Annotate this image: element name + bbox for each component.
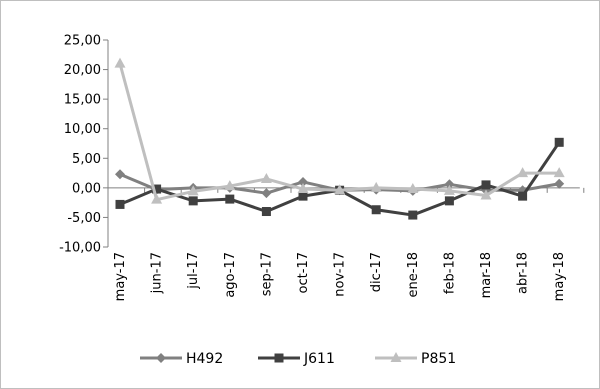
y-tick-label: 15,00 [64, 93, 101, 108]
data-point-j611 [554, 137, 564, 147]
data-point-p851 [224, 180, 236, 191]
y-tick-label: 5,00 [72, 152, 101, 167]
data-point-j611 [298, 191, 308, 201]
x-tick-label: feb-18 [442, 252, 457, 294]
y-tick-label: 0,00 [72, 181, 101, 196]
data-point-j611 [261, 207, 271, 217]
data-point-j611 [225, 194, 235, 204]
data-point-p851 [297, 183, 309, 194]
legend-marker [390, 352, 402, 362]
x-tick-label: sep-17 [259, 252, 274, 296]
y-tick-label: -5,00 [67, 211, 101, 226]
data-point-h492 [261, 188, 272, 199]
legend-label-j611: J611 [303, 351, 335, 367]
data-point-p851 [334, 184, 346, 195]
data-point-j611 [481, 180, 491, 190]
data-point-h492 [554, 178, 565, 189]
series-p851-line [118, 63, 560, 202]
x-tick-label: abr-18 [516, 252, 531, 294]
y-tick-label: 20,00 [64, 63, 101, 78]
data-point-j611 [444, 196, 454, 206]
x-tick-label: ene-18 [406, 252, 421, 297]
data-point-j611 [188, 196, 198, 206]
data-point-p851 [443, 184, 455, 195]
data-point-j611 [115, 199, 125, 209]
data-point-j611 [152, 184, 162, 194]
series-j611 [115, 137, 564, 220]
x-tick-label: jul-17 [186, 252, 201, 290]
x-axis-ticks: may-17 jun-17 jul-17 ago-17 sep-17 oct-17 nov-… [107, 187, 585, 301]
legend-item-j611: J611 [258, 351, 335, 367]
data-point-p851 [407, 183, 419, 194]
data-point-p851 [370, 181, 382, 192]
data-point-j611 [371, 205, 381, 215]
x-tick-label: oct-17 [296, 252, 311, 293]
legend-marker [156, 353, 166, 363]
data-point-p851 [151, 193, 163, 204]
x-tick-label: jun-17 [150, 252, 165, 294]
y-tick-label: 25,00 [64, 34, 101, 49]
y-axis-ticks: 25,00 20,00 15,00 10,00 5,00 0,00 -5,00 -10,00 [59, 34, 108, 256]
x-tick-label: ago-17 [223, 252, 238, 298]
data-point-p851 [480, 189, 492, 200]
data-point-j611 [518, 191, 528, 201]
legend-item-p851: P851 [375, 351, 456, 367]
x-tick-label: may-17 [113, 252, 128, 301]
data-point-p851 [553, 167, 565, 178]
data-point-p851 [187, 185, 199, 196]
series-group [114, 57, 565, 220]
legend-marker [274, 353, 284, 363]
data-point-j611 [408, 210, 418, 220]
data-point-h492 [115, 169, 125, 180]
data-point-p851 [260, 172, 272, 183]
legend-label-h492: H492 [186, 351, 223, 367]
series-p851 [114, 57, 565, 204]
x-tick-label: nov-17 [333, 252, 348, 297]
x-tick-label: dic-17 [369, 252, 384, 292]
legend-item-h492: H492 [140, 351, 223, 367]
legend: H492 J611 P851 [140, 351, 456, 367]
data-point-h492 [298, 176, 308, 187]
axes [107, 40, 580, 247]
x-tick-label: mar-18 [479, 252, 494, 298]
data-point-h492 [444, 179, 455, 190]
series-j611-line [119, 141, 561, 217]
y-tick-label: 10,00 [64, 122, 101, 137]
y-tick-label: -10,00 [59, 241, 101, 256]
data-point-p851 [114, 57, 126, 68]
x-tick-label: may-18 [552, 252, 567, 301]
legend-label-p851: P851 [421, 351, 456, 367]
data-point-p851 [517, 167, 529, 178]
